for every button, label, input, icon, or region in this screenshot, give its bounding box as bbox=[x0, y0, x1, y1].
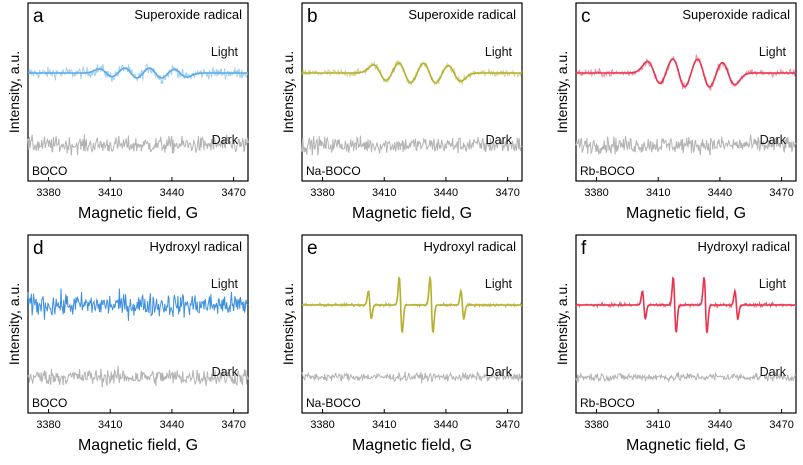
x-tick-label: 3470 bbox=[221, 187, 245, 199]
dark-trace bbox=[27, 134, 249, 156]
x-tick-label: 3470 bbox=[495, 419, 519, 431]
light-trace bbox=[27, 288, 249, 321]
x-tick-label: 3380 bbox=[36, 419, 60, 431]
panel-letter: b bbox=[307, 6, 318, 27]
x-tick-label: 3440 bbox=[708, 187, 732, 199]
panel-title: Superoxide radical bbox=[134, 7, 242, 22]
light-fit-line bbox=[302, 276, 522, 333]
y-axis-label: Intensity, a.u. bbox=[554, 51, 570, 133]
y-axis-label: Intensity, a.u. bbox=[6, 283, 22, 365]
dark-label: Dark bbox=[212, 133, 239, 147]
y-axis-label: Intensity, a.u. bbox=[280, 283, 296, 365]
x-tick-label: 3410 bbox=[98, 187, 122, 199]
axes-frame bbox=[575, 2, 797, 182]
x-tick-label: 3410 bbox=[372, 187, 396, 199]
dark-label: Dark bbox=[760, 365, 787, 379]
x-axis-label: Magnetic field, G bbox=[78, 437, 198, 454]
axes-frame bbox=[301, 2, 523, 182]
light-fit-line bbox=[302, 62, 522, 84]
dark-trace bbox=[575, 134, 797, 156]
light-label: Light bbox=[759, 277, 787, 291]
x-axis-label: Magnetic field, G bbox=[352, 437, 472, 454]
sample-label: Na-BOCO bbox=[306, 396, 361, 410]
panel-c: 3380 3410 3440 3470 Magnetic field, G Intensi… bbox=[554, 2, 797, 222]
panel-a: 3380 3410 3440 3470 Magnetic field, G Intensi… bbox=[6, 2, 249, 222]
dark-label: Dark bbox=[760, 133, 787, 147]
light-label: Light bbox=[485, 277, 513, 291]
x-tick-label: 3380 bbox=[584, 419, 608, 431]
x-tick-label: 3440 bbox=[434, 187, 458, 199]
panel-title: Superoxide radical bbox=[682, 7, 790, 22]
panel-title: Superoxide radical bbox=[408, 7, 516, 22]
panel-letter: d bbox=[33, 238, 44, 259]
light-trace bbox=[27, 63, 249, 85]
dark-label: Dark bbox=[212, 365, 239, 379]
dark-label: Dark bbox=[486, 133, 513, 147]
x-tick-label: 3410 bbox=[372, 419, 396, 431]
light-label: Light bbox=[211, 45, 239, 59]
x-tick-label: 3440 bbox=[160, 419, 184, 431]
x-tick-label: 3380 bbox=[36, 187, 60, 199]
panel-letter: a bbox=[33, 6, 44, 27]
axes-frame bbox=[27, 2, 249, 182]
light-label: Light bbox=[485, 45, 513, 59]
light-fit-line bbox=[576, 58, 796, 88]
dark-trace bbox=[27, 365, 249, 388]
x-tick-label: 3410 bbox=[646, 419, 670, 431]
light-label: Light bbox=[759, 45, 787, 59]
sample-label: Na-BOCO bbox=[306, 164, 361, 178]
dark-trace bbox=[301, 135, 523, 156]
panel-letter: e bbox=[307, 238, 318, 259]
x-tick-label: 3440 bbox=[708, 419, 732, 431]
x-tick-label: 3440 bbox=[434, 419, 458, 431]
sample-label: BOCO bbox=[32, 164, 67, 178]
panel-title: Hydroxyl radical bbox=[150, 239, 243, 254]
x-tick-label: 3410 bbox=[98, 419, 122, 431]
panel-f: 3380 3410 3440 3470 Magnetic field, G Intensi… bbox=[554, 234, 797, 454]
x-tick-label: 3380 bbox=[584, 187, 608, 199]
x-tick-label: 3440 bbox=[160, 187, 184, 199]
x-tick-label: 3470 bbox=[495, 187, 519, 199]
y-axis-label: Intensity, a.u. bbox=[554, 283, 570, 365]
dark-label: Dark bbox=[486, 365, 513, 379]
light-fit-line bbox=[28, 67, 248, 79]
x-tick-label: 3380 bbox=[310, 419, 334, 431]
sample-label: Rb-BOCO bbox=[580, 164, 635, 178]
sample-label: Rb-BOCO bbox=[580, 396, 635, 410]
axes-frame bbox=[301, 234, 523, 414]
panel-letter: c bbox=[581, 6, 591, 27]
y-axis-label: Intensity, a.u. bbox=[280, 51, 296, 133]
axes-frame bbox=[575, 234, 797, 414]
panel-letter: f bbox=[581, 238, 587, 259]
x-tick-label: 3470 bbox=[769, 187, 793, 199]
panel-e: 3380 3410 3440 3470 Magnetic field, G Intensi… bbox=[280, 234, 523, 454]
x-axis-label: Magnetic field, G bbox=[78, 205, 198, 222]
dark-trace bbox=[301, 370, 523, 384]
x-axis-label: Magnetic field, G bbox=[352, 205, 472, 222]
x-tick-label: 3380 bbox=[310, 187, 334, 199]
x-axis-label: Magnetic field, G bbox=[626, 205, 746, 222]
panel-d: 3380 3410 3440 3470 Magnetic field, G Intensi… bbox=[6, 234, 249, 454]
dark-trace bbox=[575, 371, 797, 383]
light-label: Light bbox=[211, 277, 239, 291]
x-axis-label: Magnetic field, G bbox=[626, 437, 746, 454]
panel-b: 3380 3410 3440 3470 Magnetic field, G Intensi… bbox=[280, 2, 523, 222]
y-axis-label: Intensity, a.u. bbox=[6, 51, 22, 133]
x-tick-label: 3470 bbox=[769, 419, 793, 431]
axes-frame bbox=[27, 234, 249, 414]
sample-label: BOCO bbox=[32, 396, 67, 410]
panel-title: Hydroxyl radical bbox=[424, 239, 517, 254]
x-tick-label: 3410 bbox=[646, 187, 670, 199]
light-trace bbox=[301, 60, 523, 86]
light-fit-line bbox=[576, 276, 796, 333]
x-tick-label: 3470 bbox=[221, 419, 245, 431]
panel-title: Hydroxyl radical bbox=[698, 239, 791, 254]
